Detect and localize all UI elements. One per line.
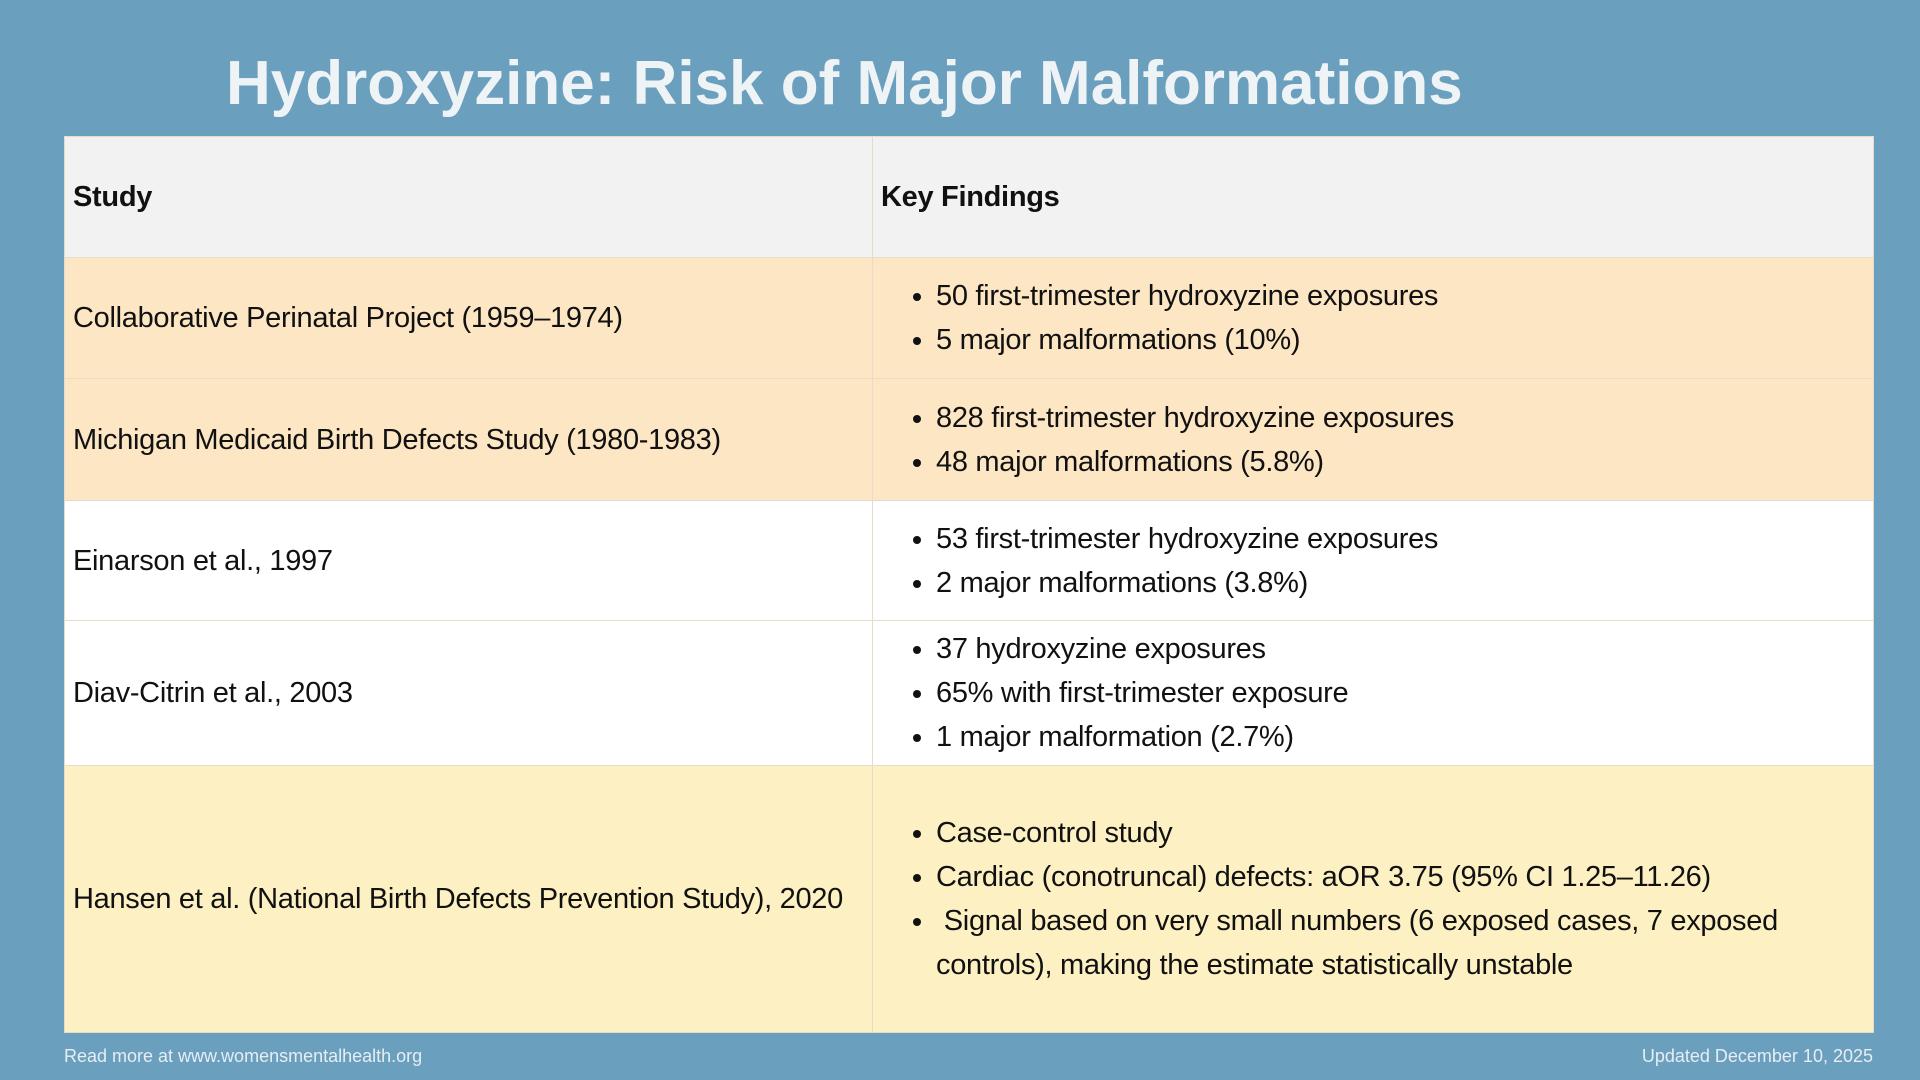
finding-item: Case-control study (936, 811, 1865, 855)
footer-updated-date: Updated December 10, 2025 (1641, 1046, 1873, 1066)
finding-item: 1 major malformation (2.7%) (936, 715, 1865, 759)
table-row: Collaborative Perinatal Project (1959–19… (64, 257, 1874, 379)
finding-item: Cardiac (conotruncal) defects: aOR 3.75 … (936, 855, 1865, 899)
table-row: Michigan Medicaid Birth Defects Study (1… (64, 378, 1874, 501)
finding-item: 50 first-trimester hydroxyzine exposures (936, 274, 1865, 318)
page-title: Hydroxyzine: Risk of Major Malformations (226, 49, 1463, 118)
finding-item: 828 first-trimester hydroxyzine exposure… (936, 396, 1865, 440)
study-cell: Michigan Medicaid Birth Defects Study (1… (64, 378, 873, 501)
finding-item: 5 major malformations (10%) (936, 318, 1865, 362)
table-header-row: Study Key Findings (64, 136, 1874, 258)
study-cell: Hansen et al. (National Birth Defects Pr… (64, 765, 873, 1033)
finding-item: 65% with first-trimester exposure (936, 671, 1865, 715)
findings-cell: 50 first-trimester hydroxyzine exposures… (872, 257, 1874, 379)
findings-cell: 828 first-trimester hydroxyzine exposure… (872, 378, 1874, 501)
column-header-key-findings: Key Findings (872, 136, 1874, 258)
finding-item: 53 first-trimester hydroxyzine exposures (936, 517, 1865, 561)
table-row: Diav-Citrin et al., 2003 37 hydroxyzine … (64, 620, 1874, 766)
study-cell: Einarson et al., 1997 (64, 500, 873, 621)
study-cell: Diav-Citrin et al., 2003 (64, 620, 873, 766)
finding-item: Signal based on very small numbers (6 ex… (936, 899, 1865, 987)
findings-cell: Case-control study Cardiac (conotruncal)… (872, 765, 1874, 1033)
footer-read-more: Read more at www.womensmentalhealth.org (64, 1046, 423, 1066)
column-header-study: Study (64, 136, 873, 258)
studies-table: Study Key Findings Collaborative Perinat… (64, 136, 1874, 1033)
finding-item: 48 major malformations (5.8%) (936, 440, 1865, 484)
findings-cell: 37 hydroxyzine exposures 65% with first-… (872, 620, 1874, 766)
study-cell: Collaborative Perinatal Project (1959–19… (64, 257, 873, 379)
finding-item: 2 major malformations (3.8%) (936, 561, 1865, 605)
table-row: Einarson et al., 1997 53 first-trimester… (64, 500, 1874, 621)
findings-cell: 53 first-trimester hydroxyzine exposures… (872, 500, 1874, 621)
finding-item: 37 hydroxyzine exposures (936, 627, 1865, 671)
table-row: Hansen et al. (National Birth Defects Pr… (64, 765, 1874, 1033)
